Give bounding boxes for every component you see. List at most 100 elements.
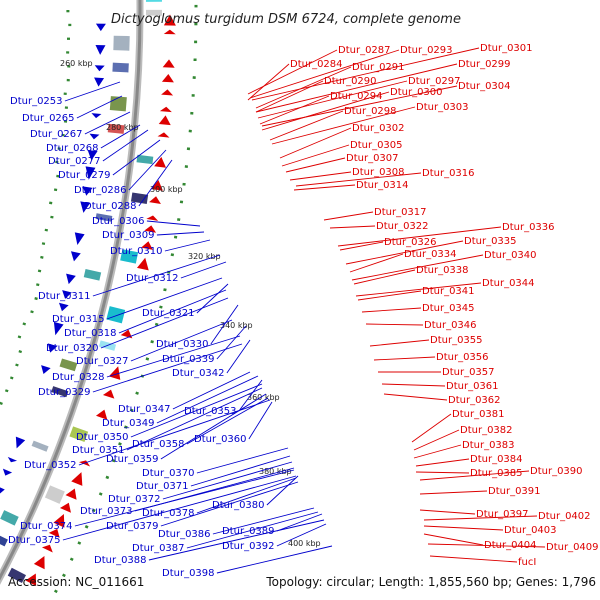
forward-gene-label: Dtur_0306 bbox=[92, 216, 145, 227]
feature-block bbox=[44, 485, 65, 504]
gc-skew-mark bbox=[40, 255, 44, 259]
forward-leader-line bbox=[156, 231, 205, 236]
reverse-leader-line bbox=[285, 157, 346, 173]
forward-leader-line bbox=[100, 124, 141, 149]
forward-leader-line bbox=[160, 393, 267, 460]
reverse-leader-line bbox=[255, 63, 458, 113]
reverse-leader-line bbox=[255, 66, 352, 109]
reverse-gene-label: Dtur_0294 bbox=[330, 91, 383, 102]
reverse-leader-line bbox=[415, 471, 470, 474]
reverse-leader-line bbox=[427, 543, 546, 548]
reverse-leader-line bbox=[419, 470, 530, 481]
reverse-gene-arrow bbox=[149, 196, 161, 204]
reverse-gene-label: Dtur_0384 bbox=[470, 454, 523, 465]
reverse-leader-line bbox=[261, 91, 390, 131]
forward-gene-label: Dtur_0370 bbox=[142, 468, 195, 479]
forward-gene-label: Dtur_0311 bbox=[38, 291, 91, 302]
reverse-gene-label: Dtur_0314 bbox=[356, 180, 409, 191]
forward-leader-line bbox=[130, 319, 233, 362]
gc-skew-mark bbox=[0, 401, 3, 406]
reverse-gene-label: Dtur_0326 bbox=[384, 237, 437, 248]
reverse-leader-line bbox=[269, 110, 344, 141]
reverse-gene-label: Dtur_0409 bbox=[546, 542, 599, 553]
forward-gene-label: Dtur_0315 bbox=[52, 314, 105, 325]
reverse-gene-label: Dtur_0307 bbox=[346, 153, 399, 164]
forward-gene-arrow bbox=[85, 166, 96, 180]
reverse-gene-arrow bbox=[41, 544, 53, 553]
reverse-leader-line bbox=[383, 393, 448, 401]
reverse-gene-label: Dtur_0362 bbox=[448, 395, 501, 406]
gc-content-mark bbox=[53, 589, 58, 594]
reverse-gene-label: fucI bbox=[518, 557, 536, 568]
reverse-gene-arrow bbox=[141, 241, 153, 250]
reverse-gene-arrow bbox=[163, 14, 176, 26]
forward-gene-label: Dtur_0268 bbox=[46, 143, 99, 154]
forward-gene-label: Dtur_0352 bbox=[24, 460, 77, 471]
forward-gene-arrow bbox=[87, 149, 98, 161]
forward-gene-label: Dtur_0327 bbox=[76, 356, 129, 367]
forward-leader-line bbox=[128, 149, 167, 191]
kbp-tick-label: 300 kbp bbox=[150, 185, 183, 194]
gc-content-mark bbox=[170, 253, 175, 257]
reverse-leader-line bbox=[329, 225, 376, 229]
forward-gene-label: Dtur_0371 bbox=[136, 481, 189, 492]
gc-skew-mark bbox=[18, 350, 23, 354]
forward-gene-label: Dtur_0398 bbox=[162, 568, 215, 579]
forward-gene-label: Dtur_0279 bbox=[58, 170, 111, 181]
reverse-gene-label: Dtur_0336 bbox=[502, 222, 555, 233]
forward-leader-line bbox=[64, 81, 121, 102]
gc-skew-mark bbox=[22, 322, 27, 326]
forward-gene-label: Dtur_0288 bbox=[84, 201, 137, 212]
gc-content-mark bbox=[77, 541, 82, 545]
reverse-gene-arrow bbox=[33, 556, 45, 570]
reverse-leader-line bbox=[369, 339, 430, 347]
gc-content-mark bbox=[159, 305, 163, 309]
reverse-gene-arrow bbox=[102, 389, 115, 399]
reverse-gene-label: Dtur_0345 bbox=[422, 303, 475, 314]
forward-gene-label: Dtur_0378 bbox=[142, 508, 195, 519]
gc-content-mark bbox=[62, 573, 66, 578]
reverse-gene-label: Dtur_0308 bbox=[352, 167, 405, 178]
forward-gene-arrow bbox=[95, 23, 106, 32]
feature-block bbox=[107, 123, 125, 134]
forward-leader-line bbox=[146, 220, 201, 227]
reverse-gene-label: Dtur_0287 bbox=[338, 45, 391, 56]
reverse-gene-label: Dtur_0346 bbox=[424, 320, 477, 331]
feature-block bbox=[31, 440, 49, 452]
forward-gene-label: Dtur_0329 bbox=[38, 387, 91, 398]
reverse-gene-label: Dtur_0284 bbox=[290, 59, 343, 70]
forward-gene-label: Dtur_0310 bbox=[110, 246, 163, 257]
gc-content-mark bbox=[84, 524, 89, 529]
reverse-gene-label: Dtur_0317 bbox=[374, 207, 427, 218]
reverse-gene-label: Dtur_0322 bbox=[376, 221, 429, 232]
reverse-leader-line bbox=[423, 515, 538, 521]
feature-block bbox=[120, 249, 139, 264]
reverse-gene-label: Dtur_0404 bbox=[484, 540, 537, 551]
label-leader-lines bbox=[62, 47, 546, 574]
reverse-gene-label: Dtur_0293 bbox=[400, 45, 453, 56]
forward-gene-arrow bbox=[7, 456, 18, 463]
genome-summary-text: Topology: circular; Length: 1,855,560 bp… bbox=[265, 575, 596, 589]
forward-gene-arrow bbox=[62, 290, 72, 299]
forward-leader-line bbox=[276, 523, 327, 547]
reverse-gene-label: Dtur_0335 bbox=[464, 236, 517, 247]
forward-leader-line bbox=[186, 511, 319, 549]
reverse-gene-label: Dtur_0383 bbox=[462, 440, 515, 451]
reverse-leader-line bbox=[411, 413, 452, 443]
forward-leader-line bbox=[84, 111, 131, 135]
forward-leader-line bbox=[102, 129, 149, 162]
reverse-leader-line bbox=[373, 356, 436, 361]
forward-gene-label: Dtur_0353 bbox=[184, 406, 237, 417]
feature-block bbox=[136, 154, 154, 165]
reverse-gene-label: Dtur_0390 bbox=[530, 466, 583, 477]
reverse-gene-label: Dtur_0338 bbox=[416, 265, 469, 276]
reverse-gene-arrow bbox=[146, 215, 159, 221]
forward-gene-label: Dtur_0373 bbox=[80, 506, 133, 517]
forward-gene-arrow bbox=[91, 113, 102, 119]
feature-block bbox=[145, 0, 162, 2]
reverse-gene-label: Dtur_0334 bbox=[404, 249, 457, 260]
kbp-tick-label: 340 kbp bbox=[220, 321, 253, 330]
kbp-tick-label: 360 kbp bbox=[247, 393, 280, 402]
forward-leader-line bbox=[92, 343, 243, 393]
